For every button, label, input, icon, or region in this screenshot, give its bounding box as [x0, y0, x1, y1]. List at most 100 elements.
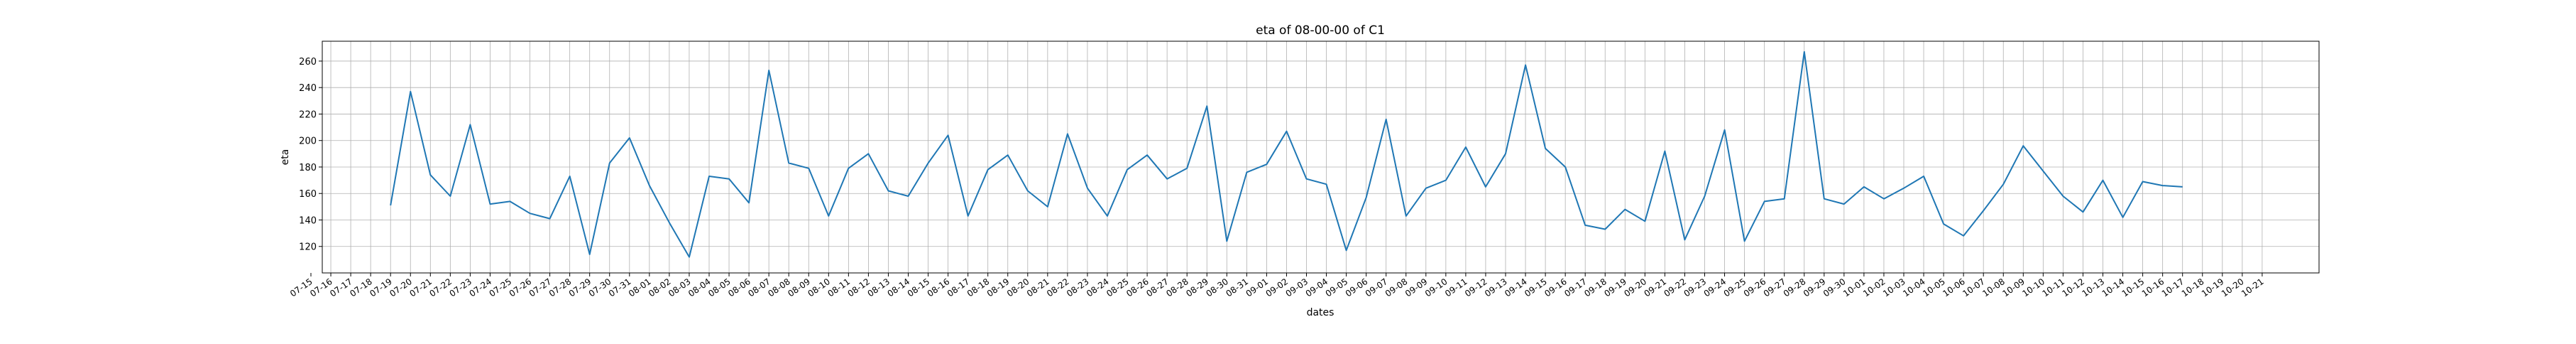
x-tick-label: 09-21 — [1643, 276, 1669, 299]
x-tick-label: 09-25 — [1722, 276, 1748, 299]
x-tick-label: 07-28 — [547, 276, 574, 299]
x-tick-label: 10-18 — [2180, 276, 2206, 299]
x-tick-label: 09-05 — [1324, 276, 1350, 299]
y-axis: 120 140 160 180 200 220 240 260 — [299, 57, 322, 253]
x-tick-label: 10-11 — [2041, 276, 2067, 299]
y-tick-label: 140 — [299, 215, 317, 226]
x-tick-label: 09-01 — [1244, 276, 1271, 299]
x-tick-label: 08-25 — [1105, 276, 1131, 299]
x-tick-label: 09-12 — [1463, 276, 1489, 299]
y-tick-label: 160 — [299, 189, 317, 200]
x-tick-label: 07-16 — [308, 276, 334, 299]
x-axis: 07-1507-1607-1707-1807-1907-2007-2107-22… — [288, 273, 2266, 299]
x-tick-label: 07-20 — [388, 276, 414, 299]
x-tick-label: 08-30 — [1204, 276, 1230, 299]
grid — [322, 41, 2319, 273]
x-tick-label: 08-16 — [926, 276, 952, 299]
x-tick-label: 08-31 — [1224, 276, 1250, 299]
x-tick-label: 07-25 — [488, 276, 514, 299]
x-tick-label: 08-10 — [806, 276, 832, 299]
x-tick-label: 08-26 — [1124, 276, 1151, 299]
x-tick-label: 07-17 — [328, 276, 354, 299]
plot-frame — [322, 41, 2320, 274]
x-tick-label: 07-30 — [587, 276, 613, 299]
x-tick-label: 10-04 — [1901, 276, 1927, 299]
x-tick-label: 09-18 — [1582, 276, 1608, 299]
x-tick-label: 07-18 — [348, 276, 374, 299]
x-tick-label: 08-11 — [826, 276, 852, 299]
x-tick-label: 08-13 — [866, 276, 892, 299]
y-tick-label: 180 — [299, 163, 317, 173]
x-tick-label: 10-07 — [1961, 276, 1987, 299]
x-tick-label: 09-13 — [1483, 276, 1509, 299]
x-tick-label: 09-29 — [1802, 276, 1828, 299]
x-tick-label: 10-20 — [2220, 276, 2246, 299]
x-tick-label: 08-09 — [786, 276, 812, 299]
x-tick-label: 09-10 — [1423, 276, 1449, 299]
x-tick-label: 07-27 — [527, 276, 554, 299]
x-tick-label: 10-15 — [2120, 276, 2147, 299]
x-tick-label: 09-08 — [1383, 276, 1410, 299]
x-tick-label: 08-23 — [1065, 276, 1091, 299]
x-tick-label: 07-15 — [288, 276, 314, 299]
x-tick-label: 09-28 — [1782, 276, 1808, 299]
x-tick-label: 08-28 — [1164, 276, 1190, 299]
y-tick-label: 260 — [299, 57, 317, 68]
plot-background — [322, 41, 2319, 273]
x-tick-label: 08-27 — [1144, 276, 1171, 299]
x-tick-label: 08-12 — [846, 276, 872, 299]
x-tick-label: 08-02 — [647, 276, 673, 299]
x-tick-label: 09-07 — [1364, 276, 1390, 299]
x-axis-label: dates — [1307, 307, 1334, 318]
x-tick-label: 09-27 — [1762, 276, 1788, 299]
x-tick-label: 10-13 — [2081, 276, 2107, 299]
x-tick-label: 10-21 — [2240, 276, 2266, 299]
x-tick-label: 08-24 — [1085, 276, 1111, 299]
x-tick-label: 08-08 — [766, 276, 792, 299]
chart-title: eta of 08-00-00 of C1 — [1256, 23, 1385, 38]
x-tick-label: 09-14 — [1503, 276, 1529, 299]
x-tick-label: 10-08 — [1980, 276, 2007, 299]
x-tick-label: 10-16 — [2140, 276, 2166, 299]
x-tick-label: 08-07 — [746, 276, 772, 299]
x-tick-label: 07-21 — [407, 276, 434, 299]
x-tick-label: 10-17 — [2160, 276, 2186, 299]
y-tick-label: 120 — [299, 242, 317, 253]
x-tick-label: 09-09 — [1403, 276, 1430, 299]
x-tick-label: 10-05 — [1921, 276, 1947, 299]
x-tick-label: 09-24 — [1702, 276, 1728, 299]
x-tick-label: 07-24 — [468, 276, 494, 299]
x-tick-label: 09-11 — [1443, 276, 1469, 299]
x-tick-label: 10-10 — [2020, 276, 2046, 299]
x-tick-label: 09-04 — [1304, 276, 1330, 299]
x-tick-label: 07-22 — [427, 276, 454, 299]
x-tick-label: 09-20 — [1622, 276, 1648, 299]
x-tick-label: 08-29 — [1184, 276, 1210, 299]
x-tick-label: 09-16 — [1542, 276, 1569, 299]
x-tick-label: 07-31 — [607, 276, 633, 299]
series-layer — [390, 50, 2183, 258]
x-tick-label: 09-03 — [1284, 276, 1310, 299]
x-tick-label: 08-18 — [965, 276, 992, 299]
x-tick-label: 08-19 — [985, 276, 1012, 299]
x-tick-label: 08-15 — [906, 276, 932, 299]
x-tick-label: 08-01 — [627, 276, 653, 299]
x-tick-label: 09-30 — [1821, 276, 1848, 299]
x-tick-label: 09-26 — [1742, 276, 1768, 299]
x-tick-label: 07-29 — [567, 276, 593, 299]
x-tick-label: 09-19 — [1602, 276, 1628, 299]
x-tick-label: 10-02 — [1861, 276, 1887, 299]
x-tick-label: 08-06 — [726, 276, 752, 299]
x-tick-label: 08-20 — [1005, 276, 1031, 299]
x-tick-label: 08-14 — [886, 276, 912, 299]
x-tick-label: 10-19 — [2200, 276, 2226, 299]
x-tick-label: 09-15 — [1523, 276, 1549, 299]
x-tick-label: 09-23 — [1682, 276, 1709, 299]
x-tick-label: 08-04 — [686, 276, 713, 299]
x-tick-label: 09-06 — [1344, 276, 1370, 299]
x-tick-label: 10-09 — [2000, 276, 2027, 299]
x-tick-label: 08-05 — [706, 276, 733, 299]
y-tick-label: 220 — [299, 109, 317, 120]
